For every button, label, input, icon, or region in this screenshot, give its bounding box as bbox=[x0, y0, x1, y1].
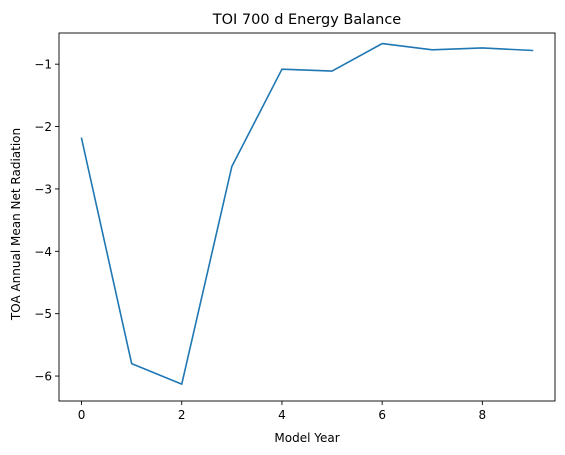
x-tick-label: 2 bbox=[178, 408, 186, 422]
series-layer bbox=[80, 42, 534, 385]
x-tick-label: 0 bbox=[78, 408, 86, 422]
y-tick-label: −2 bbox=[34, 120, 52, 134]
y-axis-ticks: −6 −5 −4 −3 −2 −1 bbox=[34, 58, 59, 384]
x-axis-label: Model Year bbox=[274, 431, 339, 445]
plot-area: 0 2 4 6 8 −6 −5 −4 −3 −2 −1 bbox=[34, 32, 556, 422]
x-axis-ticks: 0 2 4 6 8 bbox=[78, 401, 486, 422]
series-line bbox=[80, 42, 534, 385]
plot-frame bbox=[58, 32, 556, 402]
y-tick-label: −4 bbox=[34, 245, 52, 259]
y-tick-label: −1 bbox=[34, 58, 52, 72]
y-tick-label: −3 bbox=[34, 182, 52, 196]
x-tick-label: 6 bbox=[378, 408, 386, 422]
chart-title: TOI 700 d Energy Balance bbox=[212, 12, 402, 28]
y-tick-label: −6 bbox=[34, 370, 52, 384]
x-tick-label: 4 bbox=[278, 408, 286, 422]
y-tick-label: −5 bbox=[34, 307, 52, 321]
x-tick-label: 8 bbox=[479, 408, 487, 422]
y-axis-label: TOA Annual Mean Net Radiation bbox=[9, 128, 23, 321]
